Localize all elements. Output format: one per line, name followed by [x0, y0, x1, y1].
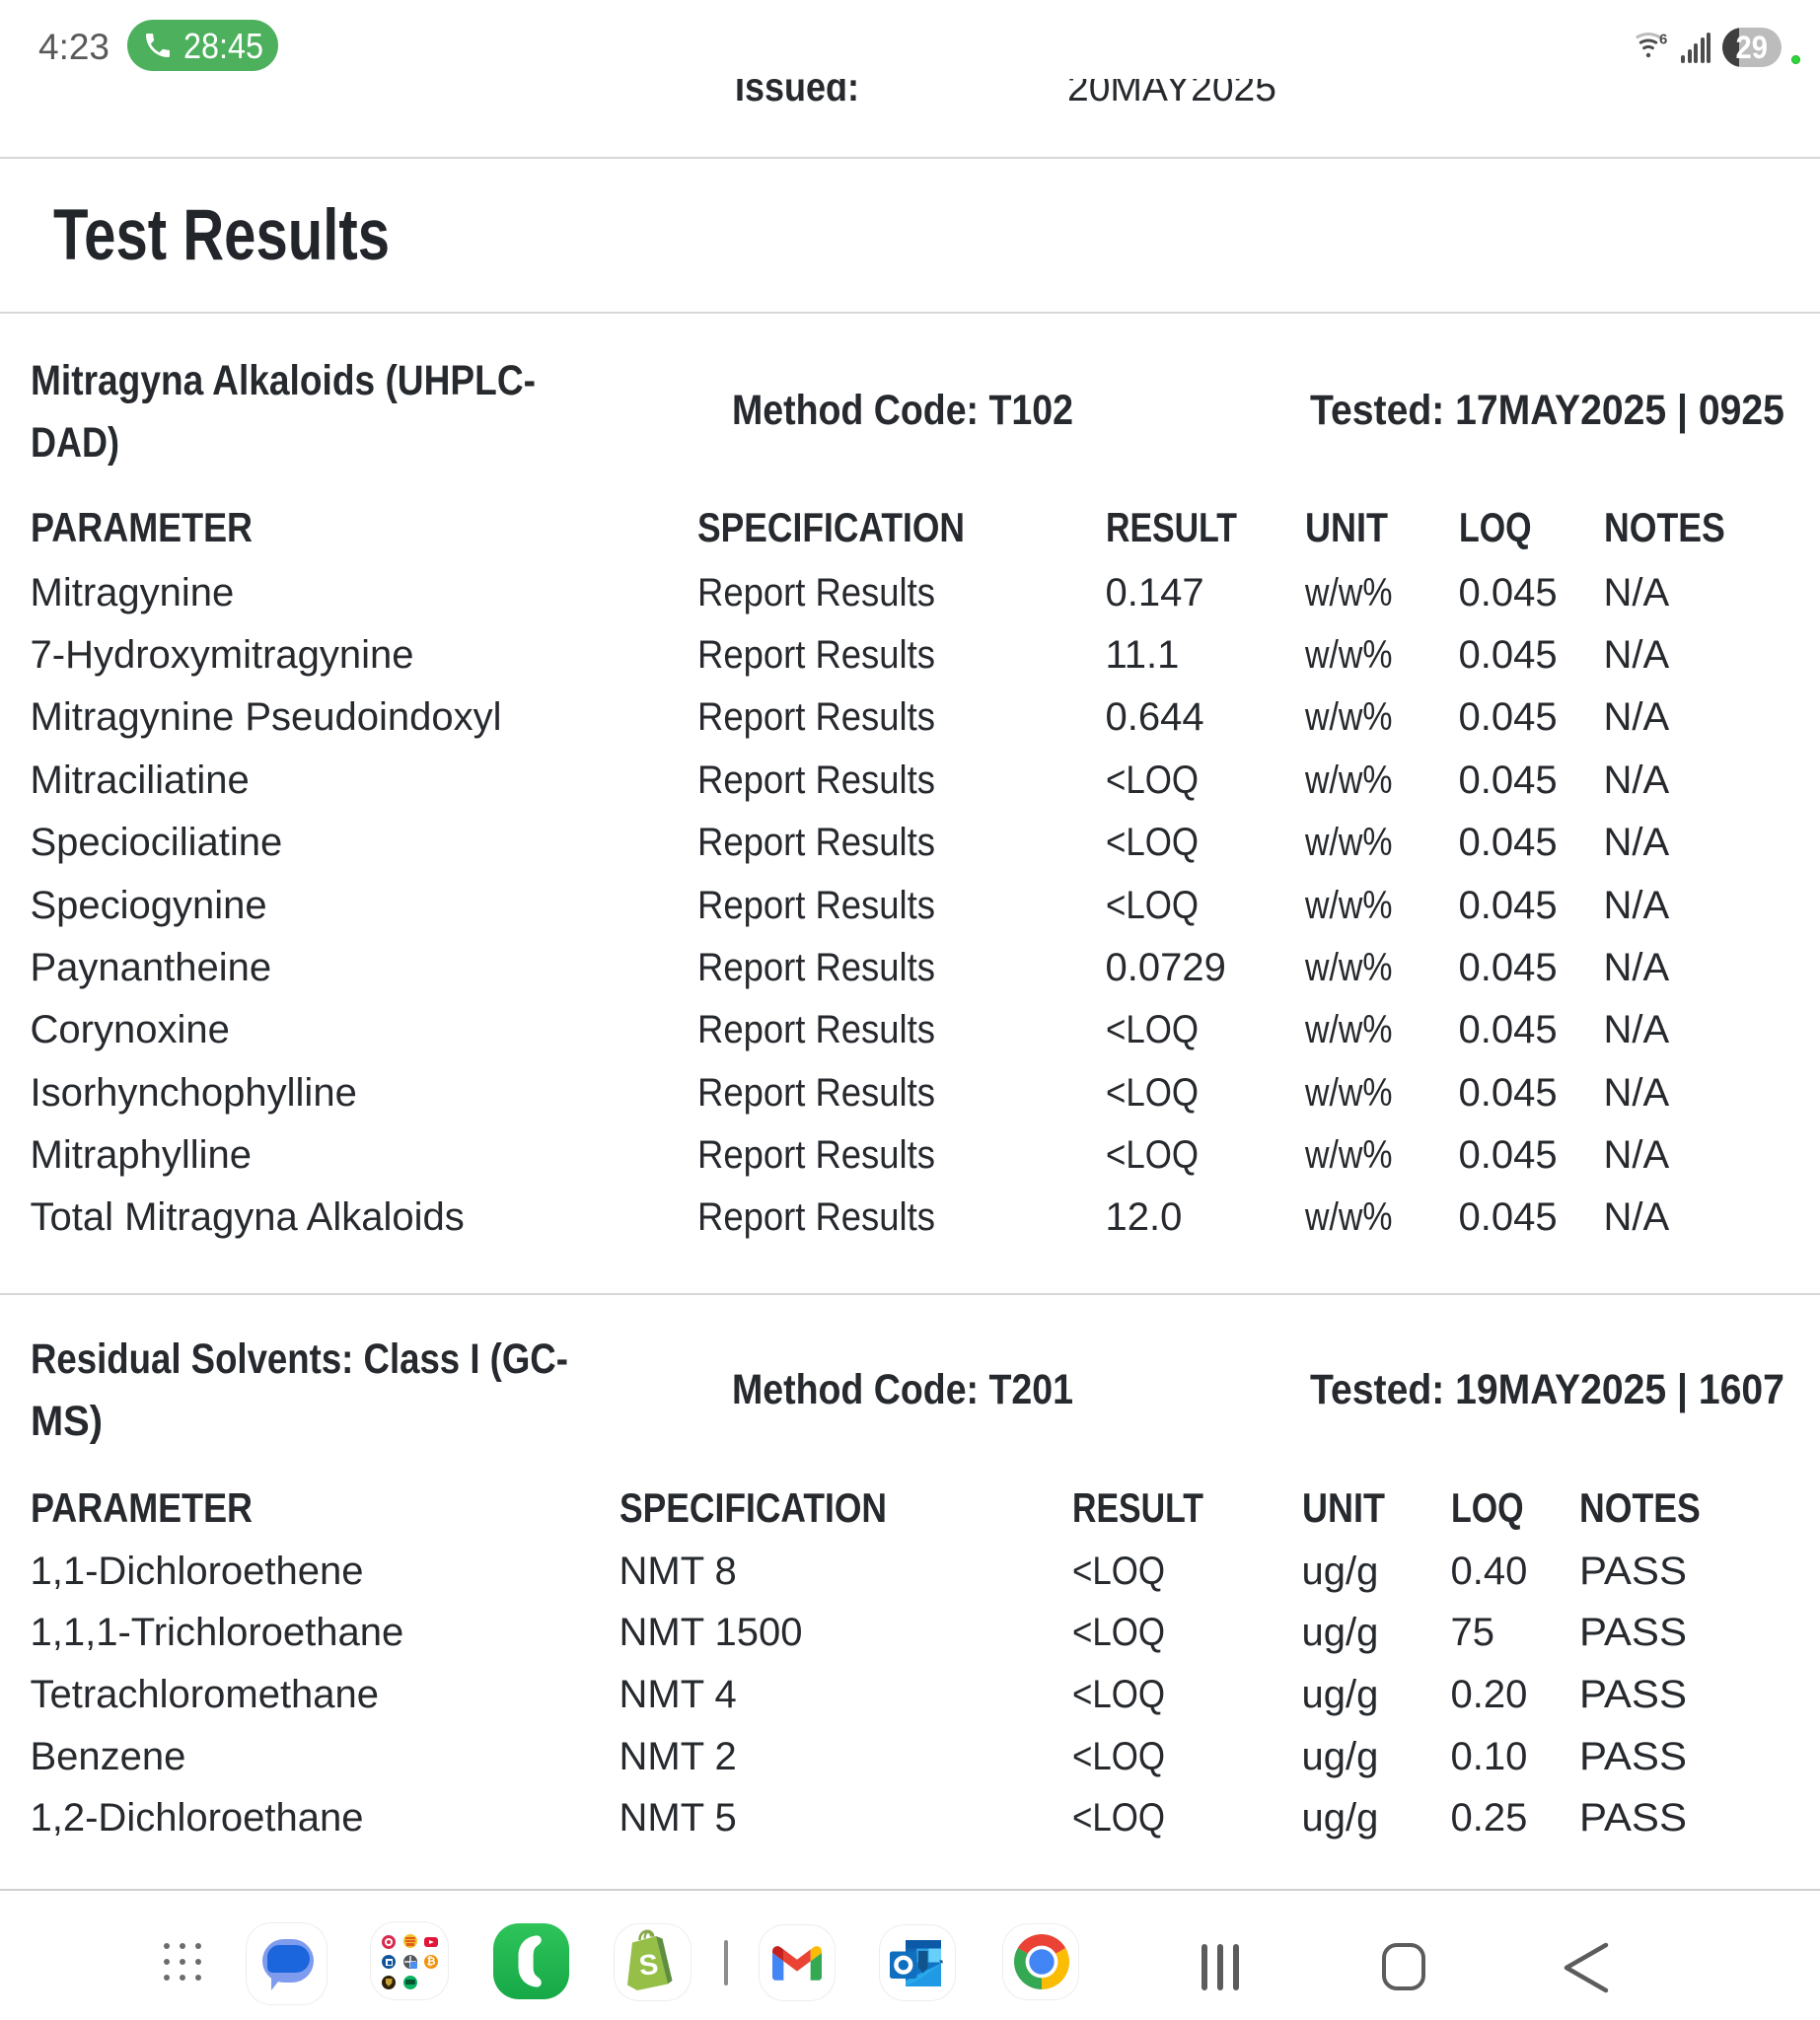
- svg-text:S: S: [637, 1949, 660, 1983]
- svg-text:6: 6: [1659, 31, 1667, 47]
